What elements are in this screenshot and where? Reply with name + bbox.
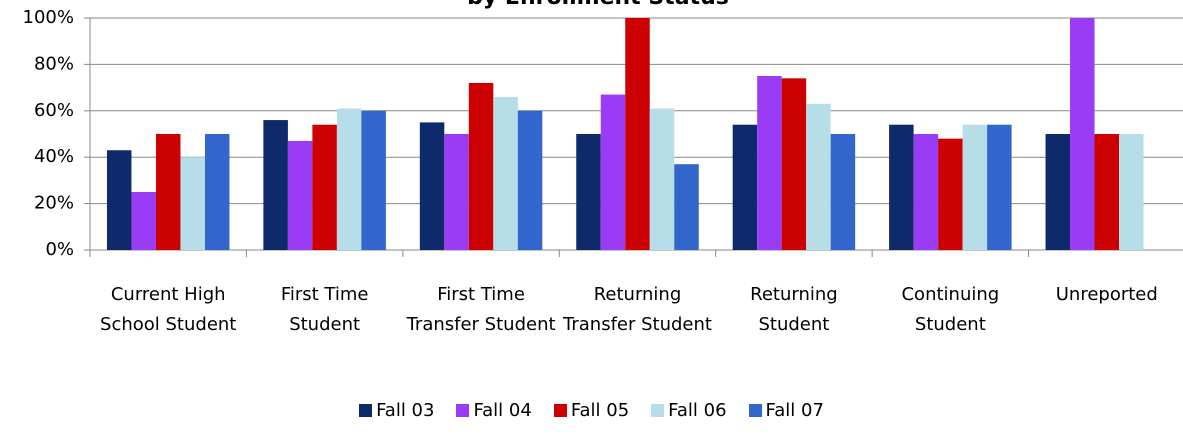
x-tick-label: First Time Student [280, 284, 369, 335]
legend-swatch [651, 404, 665, 417]
bar [263, 120, 288, 250]
legend-label: Fall 06 [668, 400, 727, 421]
legend: Fall 03 Fall 04 Fall 05 Fall 06 Fall 07 [0, 400, 1183, 421]
y-tick-label: 0% [45, 239, 74, 260]
bar [204, 134, 230, 250]
bar [312, 124, 337, 250]
bar [517, 110, 543, 250]
bar [180, 157, 205, 250]
y-tick-label: 100% [23, 7, 74, 28]
bar [830, 134, 856, 250]
legend-swatch [359, 404, 373, 417]
bar [913, 134, 939, 250]
chart-title: by Enrollment Status [467, 0, 729, 10]
bar [106, 150, 132, 250]
bar [131, 192, 156, 250]
legend-label: Fall 07 [765, 400, 824, 421]
bar [732, 124, 758, 250]
bar [155, 134, 181, 250]
x-tick-label: First Time Transfer Student [406, 284, 556, 335]
bar [757, 76, 782, 250]
bar [468, 82, 494, 251]
legend-item: Fall 03 [359, 400, 434, 421]
bar [1094, 134, 1120, 250]
x-tick-label: Returning Student [750, 284, 838, 335]
bar [1119, 134, 1144, 250]
legend-swatch [748, 404, 762, 417]
y-tick-label: 20% [34, 193, 74, 214]
y-tick-label: 80% [34, 53, 74, 74]
bar [419, 122, 445, 250]
legend-item: Fall 05 [553, 400, 630, 421]
bar [987, 124, 1012, 250]
bar [600, 94, 626, 250]
legend-item: Fall 04 [456, 400, 532, 421]
bar [1070, 18, 1095, 250]
bar [361, 110, 386, 250]
legend-item: Fall 07 [748, 400, 824, 421]
x-tick-label: Unreported [1055, 284, 1158, 305]
legend-swatch [553, 404, 567, 417]
legend-label: Fall 04 [473, 400, 532, 421]
x-tick-label: Continuing Student [901, 284, 1000, 335]
bar [493, 96, 518, 250]
y-tick-label: 60% [34, 100, 74, 121]
bar [576, 134, 601, 250]
bar [938, 138, 963, 250]
bar [1045, 134, 1071, 250]
legend-item: Fall 06 [651, 400, 727, 421]
bar [781, 78, 807, 250]
x-tick-label: Returning Transfer Student [563, 284, 712, 335]
legend-label: Fall 03 [376, 400, 435, 421]
bar [287, 140, 313, 250]
bar [649, 108, 675, 250]
bar [674, 164, 699, 250]
legend-swatch [456, 404, 470, 417]
y-tick-label: 40% [34, 146, 74, 167]
bar [625, 18, 650, 250]
x-tick-label: Current High School Student [100, 284, 237, 335]
bar [962, 124, 988, 250]
bar [444, 134, 469, 250]
bar [889, 124, 914, 250]
bar [806, 103, 831, 250]
bar [336, 108, 362, 250]
legend-label: Fall 05 [570, 400, 630, 421]
